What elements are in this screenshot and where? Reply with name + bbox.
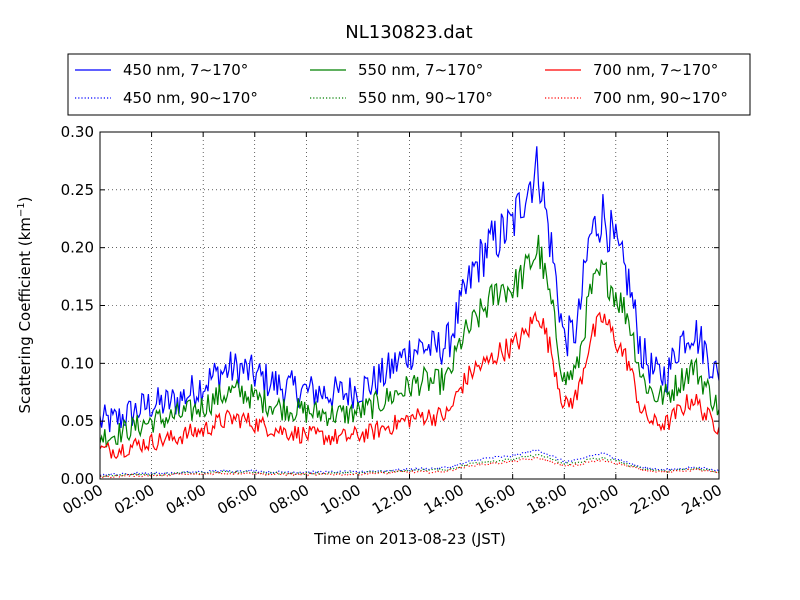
series-line-3 — [100, 310, 719, 460]
legend-label: 700 nm, 90∼170° — [593, 89, 728, 107]
series-line-5 — [100, 453, 719, 478]
plot-area — [100, 132, 719, 479]
legend-label: 450 nm, 7∼170° — [123, 61, 248, 79]
x-tick-label: 06:00 — [214, 481, 260, 518]
series-line-4 — [100, 449, 719, 477]
x-axis-label: Time on 2013-08-23 (JST) — [313, 530, 506, 548]
y-axis-label: Scattering Coefficient (km−1) — [16, 196, 34, 413]
x-tick-label: 10:00 — [317, 481, 363, 518]
ticks — [99, 131, 720, 480]
series-line-1 — [100, 146, 719, 433]
x-tick-label: 12:00 — [369, 481, 415, 518]
x-tick-label: 08:00 — [266, 481, 312, 518]
y-tick-label: 0.20 — [61, 239, 94, 257]
legend-label: 550 nm, 90∼170° — [358, 89, 493, 107]
y-axis-label-main: Scattering Coefficient (km — [16, 217, 34, 413]
x-tick-label: 24:00 — [679, 481, 725, 518]
legend-label: 550 nm, 7∼170° — [358, 61, 483, 79]
y-tick-label: 0.25 — [61, 181, 94, 199]
chart-title: NL130823.dat — [345, 22, 472, 43]
x-tick-label: 04:00 — [163, 481, 209, 518]
x-tick-labels: 00:00 02:00 04:00 06:00 08:00 10:00 12:00 14:00… — [60, 481, 725, 518]
y-axis-label-sup: −1 — [16, 202, 27, 217]
y-tick-label: 0.00 — [61, 470, 94, 488]
legend: 450 nm, 7∼170° 550 nm, 7∼170° 700 nm, 7∼17… — [67, 53, 751, 116]
legend-label: 450 nm, 90∼170° — [123, 89, 258, 107]
y-axis-label-tail: ) — [16, 196, 34, 202]
y-tick-label: 0.05 — [61, 412, 94, 430]
y-tick-label: 0.15 — [61, 297, 94, 315]
legend-label: 700 nm, 7∼170° — [593, 61, 718, 79]
x-tick-label: 20:00 — [575, 481, 621, 518]
x-tick-label: 16:00 — [472, 481, 518, 518]
series-layer — [100, 146, 719, 479]
x-tick-label: 18:00 — [524, 481, 570, 518]
series-line-2 — [100, 234, 719, 448]
x-tick-label: 02:00 — [111, 481, 157, 518]
legend-box — [67, 53, 751, 116]
y-tick-label: 0.30 — [61, 123, 94, 141]
y-tick-labels: 0.00 0.05 0.10 0.15 0.20 0.25 0.30 — [61, 123, 94, 488]
y-tick-label: 0.10 — [61, 354, 94, 372]
x-tick-label: 14:00 — [421, 481, 467, 518]
x-tick-label: 22:00 — [627, 481, 673, 518]
series-line-6 — [100, 456, 719, 479]
